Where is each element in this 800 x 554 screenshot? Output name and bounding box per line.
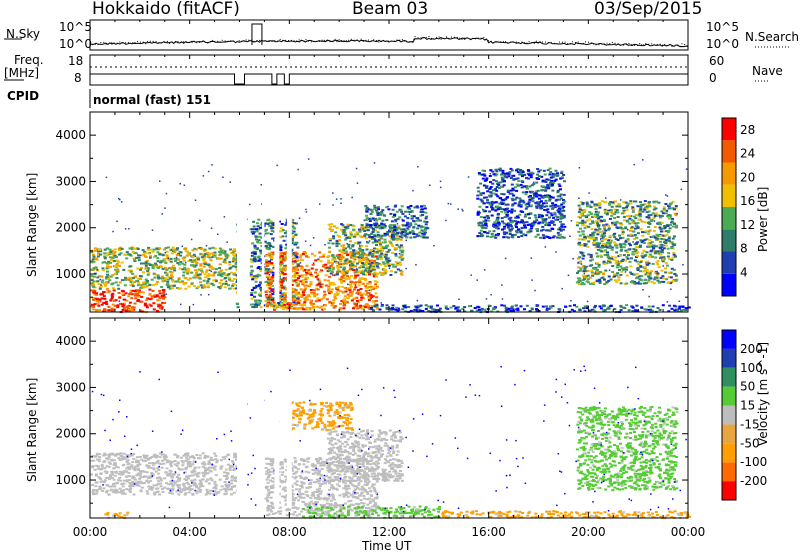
velocity-colorbar-segment-3 [722,424,736,444]
nave-tick-bottom: 0 [709,71,717,85]
power-region-5 [364,204,430,239]
cpid-label: CPID [7,89,40,103]
power-colorbar-tick-20: 20 [740,170,755,184]
power-ytick-3000: 3000 [55,174,86,188]
power-colorbar-segment-6 [722,140,736,163]
power-region-7 [575,200,679,286]
freq-tick-top: 18 [68,54,84,68]
velocity-colorbar-segment-5 [722,386,736,406]
power-colorbar-tick-4: 4 [740,265,748,279]
nsky-spike [251,23,263,45]
velocity-colorbar-label-text: Velocity [m s^-1] [756,341,770,447]
velocity-colorbar-tick-2: 50 [740,380,755,394]
velocity-colorbar-tick-5: -50 [740,436,760,450]
velocity-colorbar-segment-4 [722,405,736,425]
nsky-tick-top: 10^5 [59,20,92,34]
freq-label: Freq. [14,53,44,67]
power-colorbar-segment-5 [722,162,736,185]
nave-tick-top: 60 [709,54,725,68]
beam-label: Beam 03 [352,0,429,19]
xtick-label-0: 00:00 [73,525,108,539]
power-colorbar-tick-24: 24 [740,147,755,161]
nsky-panel-frame [89,19,689,51]
velocity-region-6 [575,406,679,492]
radar-title: Hokkaido (fitACF) [92,0,240,19]
power-colorbar-tick-16: 16 [740,194,755,208]
xtick-label-1: 04:00 [172,525,207,539]
cpid-value: normal (fast) 151 [93,93,211,107]
freq-unit-label: [MHz] [4,66,40,80]
power-colorbar-label: Power [dB] [756,186,770,252]
nsky-label: N.Sky [6,27,41,41]
power-ytick-4000: 4000 [55,128,86,142]
power-colorbar-segment-1 [722,251,736,274]
velocity-colorbar-segment-1 [722,462,736,482]
velocity-colorbar-tick-7: -200 [740,474,767,488]
power-region-6 [476,167,567,239]
date-label: 03/Sep/2015 [594,0,703,19]
power-colorbar-frame [721,117,737,297]
velocity-colorbar-segment-0 [722,481,736,500]
velocity-colorbar-tick-4: -15 [740,417,760,431]
velocity-colorbar-frame [721,329,737,501]
velocity-ytick-2000: 2000 [55,427,86,441]
power-colorbar-tick-8: 8 [740,242,748,256]
power-region-8 [370,304,691,314]
velocity-region-3 [289,401,354,431]
nsearch-tick-top: 10^5 [706,20,739,34]
xtick-label-4: 16:00 [471,525,506,539]
nsky-trace [89,36,689,48]
power-ytick-1000: 1000 [55,267,86,281]
power-colorbar-tick-28: 28 [740,123,755,137]
freq-tick-bottom: 8 [74,71,82,85]
nsky-tick-bottom: 10^0 [59,37,92,51]
nave-label: Nave [752,64,783,78]
velocity-colorbar-tick-6: -100 [740,455,767,469]
power-heatmap [90,158,691,314]
power-colorbar-segment-4 [722,184,736,207]
velocity-colorbar-tick-0: 200 [740,342,763,356]
velocity-region-0 [90,452,240,496]
freq-panel-frame [89,54,689,86]
velocity-colorbar-tick-3: 15 [740,399,755,413]
power-colorbar-segment-3 [722,207,736,230]
nsearch-label: N.Search [745,30,800,44]
xtick-label-3: 12:00 [372,525,407,539]
velocity-colorbar-label: Velocity [m s^-1] [756,332,770,456]
velocity-heatmap [90,365,691,520]
nsearch-tick-bottom: 10^0 [706,37,739,51]
nsearch-trace [89,36,689,48]
velocity-colorbar-segment-7 [722,348,736,368]
xtick-label-6: 00:00 [671,525,706,539]
velocity-colorbar-tick-1: 100 [740,361,763,375]
velocity-panel-ylabel: Slant Range [km] [25,377,39,482]
velocity-ytick-1000: 1000 [55,473,86,487]
power-colorbar-segment-0 [722,273,736,296]
power-region-4 [327,223,405,276]
power-panel-ylabel: Slant Range [km] [25,172,39,277]
velocity-colorbar-segment-6 [722,367,736,387]
power-colorbar-tick-12: 12 [740,218,755,232]
power-colorbar-segment-2 [722,229,736,252]
power-colorbar-segment-7 [722,118,736,141]
velocity-ytick-3000: 3000 [55,380,86,394]
velocity-region-2 [326,429,405,482]
xtick-label-5: 20:00 [571,525,606,539]
xtick-label-2: 08:00 [272,525,307,539]
power-ytick-2000: 2000 [55,221,86,235]
velocity-ytick-4000: 4000 [55,334,86,348]
velocity-colorbar-segment-2 [722,443,736,463]
power-region-3 [264,251,380,311]
x-axis-label: Time UT [362,539,412,553]
power-region-0 [90,288,167,314]
freq-trace [90,73,688,85]
velocity-colorbar-segment-8 [722,330,736,349]
power-region-1 [90,246,240,290]
